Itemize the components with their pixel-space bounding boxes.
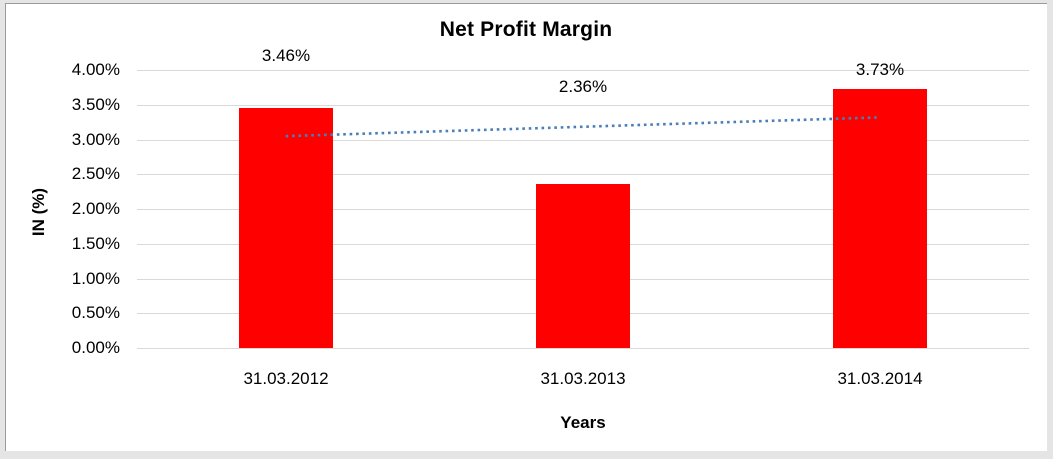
x-tick-label-31.03.2012: 31.03.2012 bbox=[243, 369, 329, 388]
data-label-31.03.2013: 2.36% bbox=[558, 77, 608, 96]
y-tick-label: 1.00% bbox=[71, 269, 120, 288]
y-tick-label: 2.50% bbox=[71, 164, 120, 183]
gridline bbox=[137, 70, 1029, 71]
y-tick-label: 3.50% bbox=[71, 95, 120, 114]
x-tick-label-31.03.2013: 31.03.2013 bbox=[540, 369, 626, 388]
gridline bbox=[137, 140, 1029, 141]
x-tick-label-31.03.2014: 31.03.2014 bbox=[837, 369, 923, 388]
y-tick-label: 2.00% bbox=[71, 199, 120, 218]
chart-title: Net Profit Margin bbox=[439, 18, 613, 41]
data-label-31.03.2014: 3.73% bbox=[855, 60, 905, 79]
y-tick-label: 0.50% bbox=[71, 303, 120, 322]
gridline bbox=[137, 174, 1029, 175]
y-tick-label: 4.00% bbox=[71, 60, 120, 79]
y-tick-label: 1.50% bbox=[71, 234, 120, 253]
bar-31.03.2014 bbox=[833, 89, 927, 348]
y-tick-label: 0.00% bbox=[71, 338, 120, 357]
data-label-31.03.2012: 3.46% bbox=[261, 46, 311, 65]
gridline bbox=[137, 348, 1029, 349]
x-axis-title: Years bbox=[560, 413, 606, 432]
bar-31.03.2013 bbox=[536, 184, 630, 348]
y-tick-label: 3.00% bbox=[71, 130, 120, 149]
gridline bbox=[137, 105, 1029, 106]
bar-31.03.2012 bbox=[239, 108, 333, 348]
